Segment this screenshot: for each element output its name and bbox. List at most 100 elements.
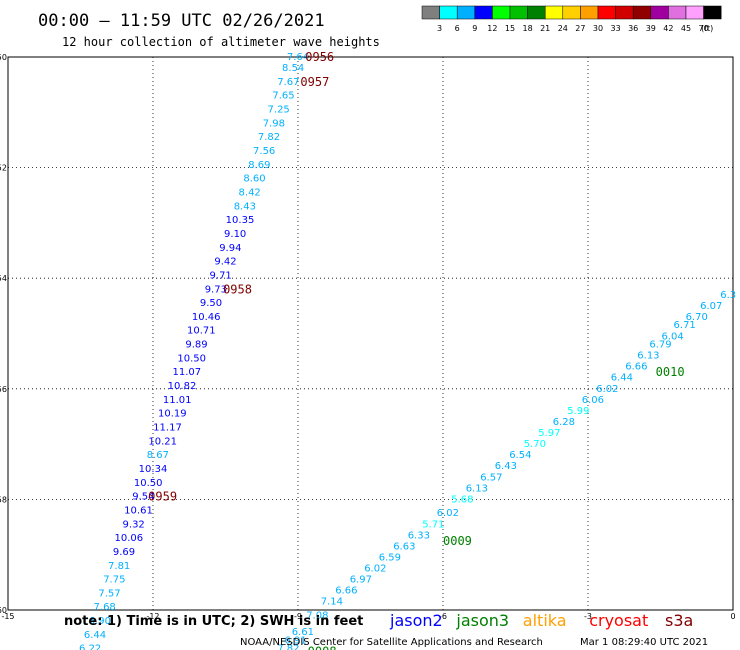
swh-point: 6.79	[649, 340, 671, 351]
legend-label: 24	[558, 24, 568, 33]
wave-height-points: 7.648.54 7.67 7.65 7.25 7.98 7.82 7.56 8.69 8.60…	[79, 52, 736, 650]
swh-point: 11.07	[173, 367, 202, 378]
legend-swatch	[456, 5, 476, 20]
swh-point: 10.82	[168, 381, 197, 392]
x-tick-label: -3	[584, 612, 592, 621]
swh-point: 6.06	[582, 395, 604, 406]
legend-swatch	[615, 5, 634, 20]
swh-point: 6.66	[625, 362, 647, 373]
swh-point: 7.82	[258, 132, 280, 143]
swh-point: 10.71	[187, 326, 216, 337]
swh-point: 6.02	[364, 564, 386, 575]
time-label: 0956	[305, 50, 334, 64]
legend-swatch	[597, 5, 616, 20]
legend-swatch	[421, 5, 440, 20]
time-label: 0958	[223, 282, 252, 296]
time-label: 0009	[443, 534, 472, 548]
swh-point: 7.25	[268, 105, 290, 116]
legend-swatch	[650, 5, 669, 20]
swh-point: 5.71	[422, 519, 444, 530]
legend-label: 12	[487, 24, 497, 33]
swh-point: 8.42	[239, 187, 261, 198]
legend-swatch	[509, 5, 528, 20]
swh-point: 6.13	[466, 483, 488, 494]
swh-point: 10.21	[148, 436, 177, 447]
legend-swatch	[492, 5, 511, 20]
swh-point: 10.34	[139, 464, 168, 475]
swh-point: 9.71	[210, 270, 232, 281]
satellite-name: jason3	[455, 611, 509, 630]
swh-point: 7.56	[253, 146, 275, 157]
swh-point: 6.57	[480, 472, 502, 483]
legend-label: 21	[540, 24, 550, 33]
swh-point: 7.14	[321, 597, 343, 608]
swh-point: 7.65	[272, 91, 294, 102]
legend-swatch	[562, 5, 581, 20]
swh-point: 6.07	[700, 301, 722, 312]
x-tick-label: -9	[294, 612, 302, 621]
legend-swatch	[544, 5, 564, 20]
legend-label: 9	[472, 24, 477, 33]
swh-point: 8.60	[243, 174, 265, 185]
swh-point: 9.32	[123, 519, 145, 530]
swh-point: 9.89	[185, 340, 207, 351]
y-tick-label: -58	[0, 495, 7, 504]
legend-label: 39	[646, 24, 656, 33]
time-label: 0008	[308, 644, 337, 650]
swh-point: 8.67	[147, 450, 169, 461]
swh-point: 6.43	[495, 461, 517, 472]
swh-point: 9.94	[219, 243, 241, 254]
swh-point: 7.82	[277, 644, 299, 650]
legend-swatch	[632, 5, 652, 20]
satellite-name: altika	[523, 611, 567, 630]
swh-point: 6.91	[284, 635, 306, 646]
grid-lines	[8, 57, 733, 610]
swh-point: 5.99	[567, 406, 589, 417]
satellite-name: jason2	[389, 611, 443, 630]
swh-point: 11.01	[163, 395, 192, 406]
swh-point: 8.43	[234, 201, 256, 212]
swh-point: 6.71	[674, 320, 696, 331]
swh-point: 7.08	[306, 611, 328, 622]
swh-point: 6.44	[84, 630, 106, 641]
swh-point: 10.46	[192, 312, 221, 323]
footer-credit: NOAA/NESDIS Center for Satellite Applica…	[240, 637, 543, 648]
swh-point: 6.22	[79, 644, 101, 650]
swh-point: 6.44	[611, 373, 633, 384]
chart-subtitle: 12 hour collection of altimeter wave hei…	[62, 35, 380, 49]
swh-point: 6.02	[596, 384, 618, 395]
y-tick-label: -54	[0, 274, 7, 283]
time-label: 0957	[300, 75, 329, 89]
swh-point: 7.68	[94, 602, 116, 613]
swh-point: 6.61	[292, 627, 314, 638]
footer-timestamp: Mar 1 08:29:40 UTC 2021	[580, 637, 708, 648]
swh-point: 6.28	[553, 417, 575, 428]
legend-swatch	[703, 5, 722, 20]
swh-point: 8.69	[248, 160, 270, 171]
time-label: 0959	[148, 490, 177, 504]
legend-label: 30	[593, 24, 603, 33]
swh-point: 7.57	[98, 588, 120, 599]
legend-swatch	[474, 5, 493, 20]
swh-point: 6.63	[393, 541, 415, 552]
legend-label: 6	[455, 24, 460, 33]
y-tick-label: -56	[0, 385, 7, 394]
legend-label: 45	[681, 24, 691, 33]
swh-point: 7.81	[108, 561, 130, 572]
swh-point: 10.61	[124, 505, 153, 516]
legend-swatch	[527, 5, 546, 20]
swh-point: 7.64	[287, 52, 309, 63]
swh-point: 7.75	[103, 575, 125, 586]
swh-point: 6.97	[350, 575, 372, 586]
x-tick-label: 0	[730, 612, 735, 621]
legend-label: 42	[663, 24, 673, 33]
swh-point: 9.42	[214, 257, 236, 268]
swh-point: 10.06	[115, 533, 144, 544]
legend-label: 36	[628, 24, 638, 33]
swh-point: 5.70	[524, 439, 546, 450]
time-label: 0010	[656, 365, 685, 379]
chart-title: 00:00 – 11:59 UTC 02/26/2021	[38, 11, 325, 31]
swh-point: 6.54	[509, 450, 531, 461]
swh-point: 10.50	[177, 353, 206, 364]
axis-ticks: -15 -12 -9 -6 -3 0 -50 -52 -54 -56 -58 -60	[0, 53, 736, 621]
